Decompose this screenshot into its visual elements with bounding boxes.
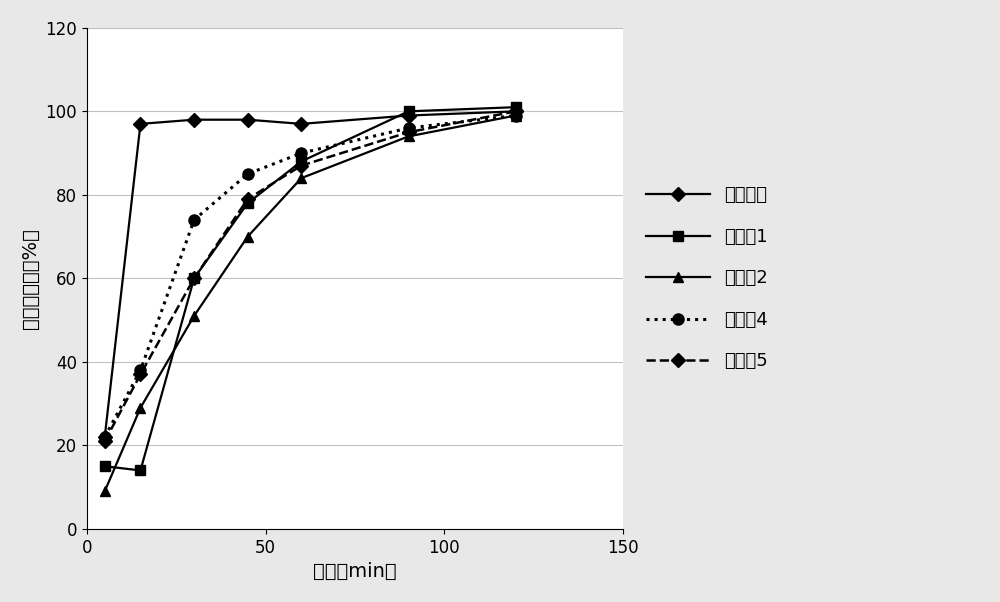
Line: 实施夃2: 实施夃2 (100, 111, 521, 496)
参比制剂 (134, 120, 146, 128)
实施夃4 (295, 149, 307, 157)
实施夃2 (99, 488, 111, 495)
实施夃1 (99, 463, 111, 470)
实施夃1 (295, 158, 307, 165)
实施夃1 (134, 467, 146, 474)
实施夃1 (242, 200, 254, 207)
实施夃5 (134, 371, 146, 378)
实施夃1 (403, 108, 415, 115)
Y-axis label: 累积溶出度（%）: 累积溶出度（%） (21, 228, 40, 329)
参比制剂 (510, 108, 522, 115)
实施夃4 (510, 112, 522, 119)
实施夃4 (242, 170, 254, 178)
实施夃2 (188, 312, 200, 320)
参比制剂 (295, 120, 307, 128)
X-axis label: 时间（min）: 时间（min） (313, 562, 397, 581)
实施夃1 (510, 104, 522, 111)
实施夃2 (134, 404, 146, 411)
实施夃4 (134, 367, 146, 374)
实施夃4 (188, 216, 200, 223)
Line: 实施夃1: 实施夃1 (100, 102, 521, 476)
实施夃5 (99, 438, 111, 445)
实施夃5 (188, 275, 200, 282)
实施夃5 (242, 196, 254, 203)
参比制剂 (188, 116, 200, 123)
实施夃2 (510, 112, 522, 119)
实施夃2 (242, 233, 254, 240)
实施夃5 (510, 108, 522, 115)
参比制剂 (242, 116, 254, 123)
Line: 实施夃4: 实施夃4 (99, 110, 521, 442)
实施夃2 (403, 133, 415, 140)
实施夃4 (99, 433, 111, 441)
实施夃4 (403, 125, 415, 132)
Legend: 参比制剂, 实施夃1, 实施夃2, 实施夃4, 实施夃5: 参比制剂, 实施夃1, 实施夃2, 实施夃4, 实施夃5 (637, 178, 777, 379)
实施夃2 (295, 175, 307, 182)
Line: 参比制剂: 参比制剂 (100, 107, 521, 442)
Line: 实施夃5: 实施夃5 (100, 107, 521, 446)
参比制剂 (403, 112, 415, 119)
实施夃5 (403, 129, 415, 136)
参比制剂 (99, 433, 111, 441)
实施夃1 (188, 275, 200, 282)
实施夃5 (295, 162, 307, 169)
